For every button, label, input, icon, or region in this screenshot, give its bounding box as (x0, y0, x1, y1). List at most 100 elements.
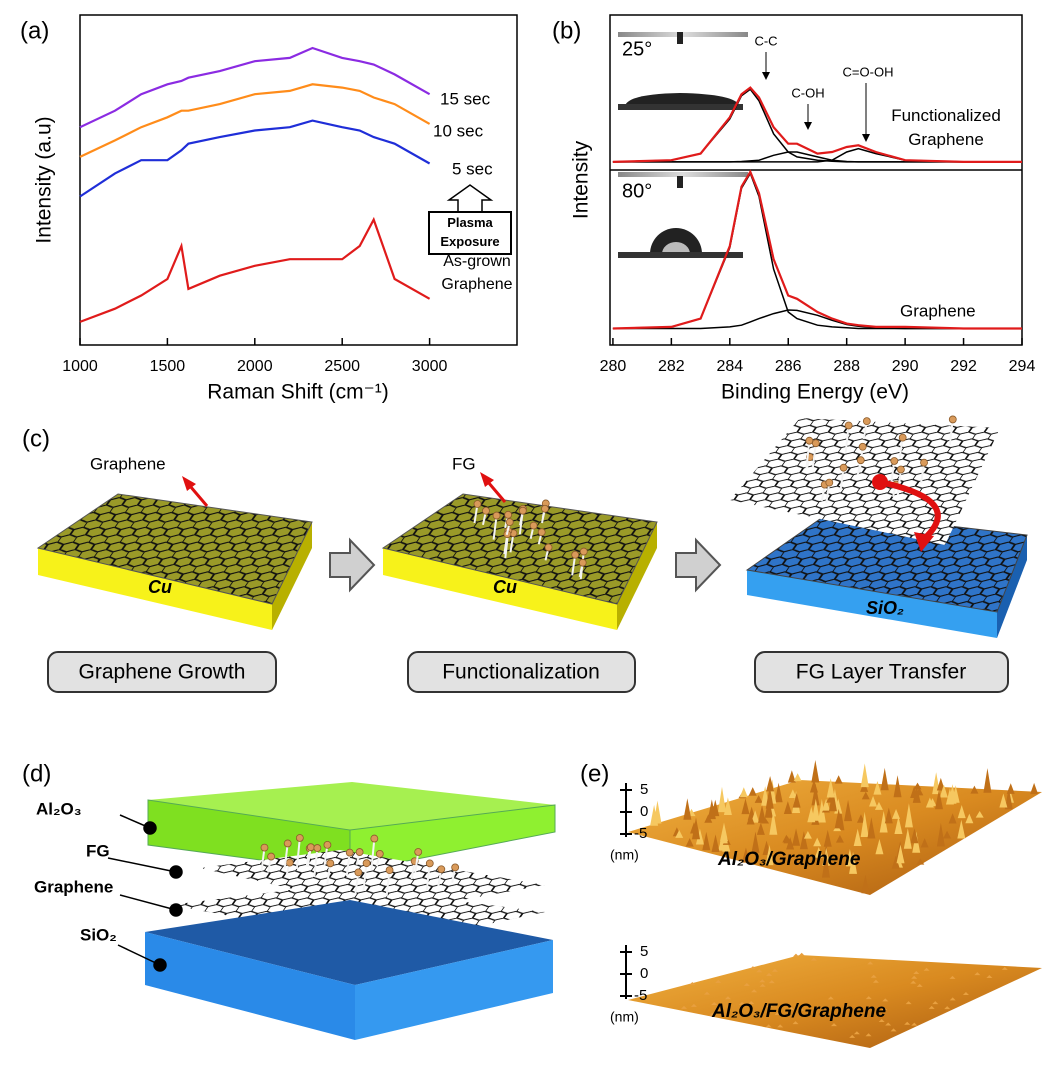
x-tick-label: 294 (1009, 358, 1036, 375)
afm-spike (797, 1007, 804, 1011)
layer-label: Graphene (34, 877, 113, 896)
slab-top (148, 782, 555, 830)
spectrum-line (79, 46, 431, 129)
afm-spike (814, 847, 823, 858)
afm-spike (965, 813, 974, 824)
molecule-stick (896, 469, 902, 496)
afm-spike (746, 813, 755, 825)
substrate-label: Cu (148, 577, 172, 597)
y-axis-label: Intensity (a.u) (33, 116, 56, 243)
afm-spike (986, 974, 993, 978)
x-tick-label: 2000 (237, 358, 273, 375)
series-label: 10 sec (433, 121, 484, 140)
molecule (505, 518, 514, 527)
afm-spike (879, 810, 888, 833)
x-tick-label: 284 (716, 358, 743, 375)
spectrum-line (79, 216, 431, 323)
callout-label: FG (452, 454, 476, 473)
process-arrow (675, 537, 722, 593)
molecule (858, 442, 867, 451)
molecule (896, 465, 905, 474)
inset-base (618, 252, 743, 258)
afm-spike (882, 998, 889, 1002)
y-axis-label: Intensity (570, 140, 593, 219)
callout-arrow (188, 485, 209, 507)
afm-spike (792, 828, 801, 846)
molecule (529, 521, 538, 530)
afm-spike (711, 1001, 718, 1005)
substrate-label: Cu (493, 577, 517, 597)
afm-spike (719, 822, 728, 842)
afm-spike (910, 980, 917, 984)
molecule-stick (844, 425, 850, 453)
molecule-stick (295, 837, 301, 870)
afm-spike (774, 1011, 781, 1015)
afm-spike (724, 996, 731, 1000)
molecule-stick (425, 863, 431, 891)
panel-label: (e) (580, 760, 609, 787)
afm-spike (936, 822, 945, 847)
arrowhead (480, 472, 494, 487)
afm-spike (957, 819, 966, 839)
contact-angle: 80° (622, 180, 652, 202)
afm-spike (777, 1024, 784, 1028)
molecule (948, 415, 957, 424)
afm-spike (756, 969, 763, 973)
afm-spike (787, 770, 796, 783)
afm-spike (783, 801, 792, 815)
panel-label: (b) (552, 17, 581, 44)
pointer (107, 857, 177, 873)
afm-spike (709, 1012, 716, 1016)
afm-spike (935, 789, 944, 810)
afm-spike (834, 808, 843, 829)
x-axis-label: Raman Shift (cm⁻¹) (207, 381, 388, 404)
droplet-highlight (662, 242, 690, 254)
series-label: C-C (754, 33, 777, 48)
al2o3-slab (147, 782, 556, 873)
needle (677, 32, 683, 44)
afm-spike (903, 828, 912, 849)
molecule (890, 457, 899, 465)
afm-spike (811, 760, 820, 783)
afm-spike (878, 1018, 885, 1022)
transfer-arrow (879, 479, 941, 541)
molecule (355, 848, 364, 856)
molecule (313, 844, 322, 852)
afm-spike (766, 1003, 773, 1007)
layer-pointers (107, 814, 183, 972)
afm-surface (628, 955, 1042, 1048)
afm-spike (823, 829, 832, 847)
step-label: Functionalization (442, 661, 600, 684)
afm-spike (689, 981, 696, 985)
molecule (345, 848, 354, 857)
afm-spike (904, 1021, 911, 1025)
afm-spike (751, 810, 760, 823)
callout-arrow (486, 481, 507, 503)
slab-front (747, 570, 997, 638)
molecule-stick (362, 863, 368, 891)
step-box (754, 651, 1009, 693)
process-arrow (329, 537, 376, 593)
afm-spike (948, 813, 957, 824)
molecule (862, 417, 871, 426)
afm-spike (675, 830, 684, 838)
afm-spike (811, 798, 820, 821)
slab-side (617, 522, 657, 630)
afm-spike (885, 1022, 892, 1026)
callout-label: Graphene (90, 454, 166, 473)
layer-label: SiO₂ (80, 925, 117, 944)
afm-spike (911, 975, 918, 979)
afm-spike (799, 831, 808, 850)
afm-spike (765, 1024, 772, 1028)
step-box (407, 651, 636, 693)
molecule-stick (811, 443, 817, 468)
afm-spike (680, 1005, 687, 1009)
substrate-label: SiO₂ (866, 598, 904, 618)
afm-spike (771, 968, 778, 972)
x-tick-label: 1000 (62, 358, 98, 375)
x-tick-label: 280 (600, 358, 627, 375)
afm-spike (739, 787, 748, 798)
afm-spike (748, 787, 757, 796)
afm-spike (974, 972, 981, 976)
